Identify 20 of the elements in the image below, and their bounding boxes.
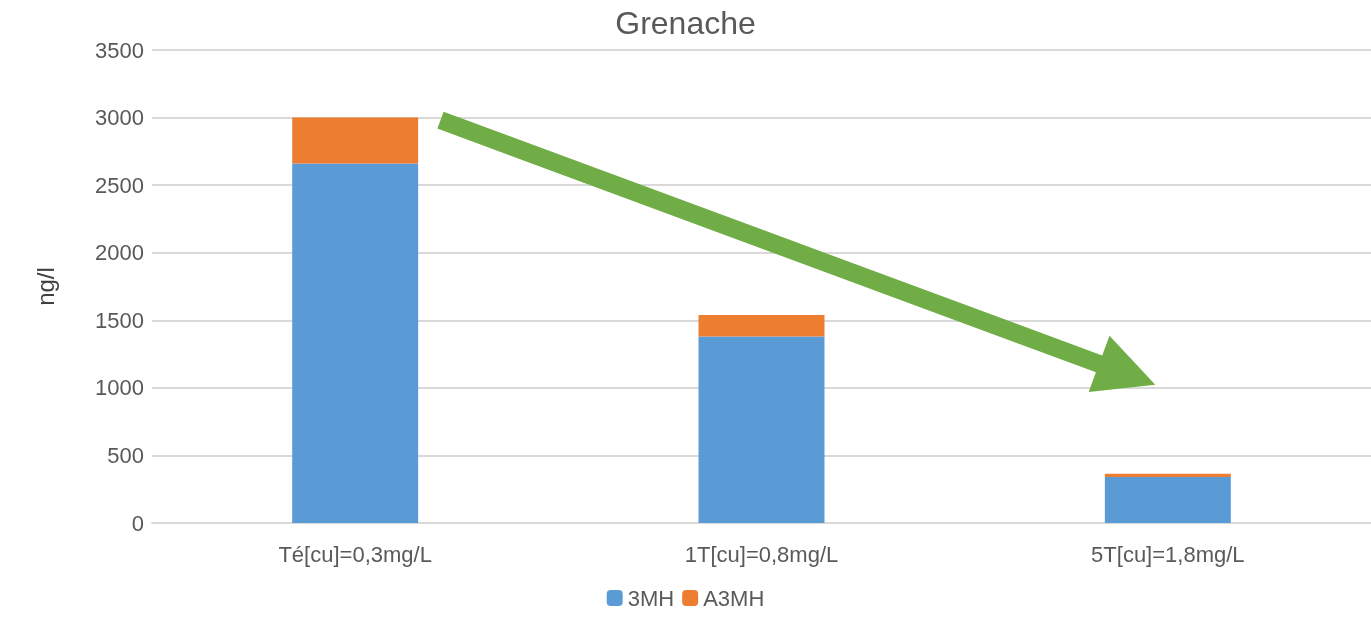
bar bbox=[292, 117, 419, 164]
bar bbox=[698, 314, 825, 337]
x-tick-label: 1T[cu]=0,8mg/L bbox=[684, 541, 839, 567]
y-tick-label: 3000 bbox=[95, 105, 144, 131]
y-tick-label: 2000 bbox=[95, 240, 144, 266]
y-tick-label: 2500 bbox=[95, 172, 144, 198]
x-tick-label: Té[cu]=0,3mg/L bbox=[278, 541, 432, 567]
chart-title: Grenache bbox=[615, 5, 756, 41]
y-tick-label: 3500 bbox=[95, 37, 144, 63]
y-axis-title: ng/l bbox=[31, 267, 59, 306]
bar bbox=[698, 336, 825, 523]
legend-label: 3MH bbox=[627, 585, 675, 611]
bar bbox=[1104, 477, 1231, 523]
legend-label: A3MH bbox=[703, 585, 765, 611]
y-tick-label: 500 bbox=[107, 442, 144, 468]
x-tick-label: 5T[cu]=1,8mg/L bbox=[1091, 541, 1245, 567]
bar bbox=[292, 163, 419, 523]
y-tick-label: 1500 bbox=[95, 307, 144, 333]
y-tick-label: 1000 bbox=[95, 375, 144, 401]
y-tick-label: 0 bbox=[131, 510, 144, 536]
